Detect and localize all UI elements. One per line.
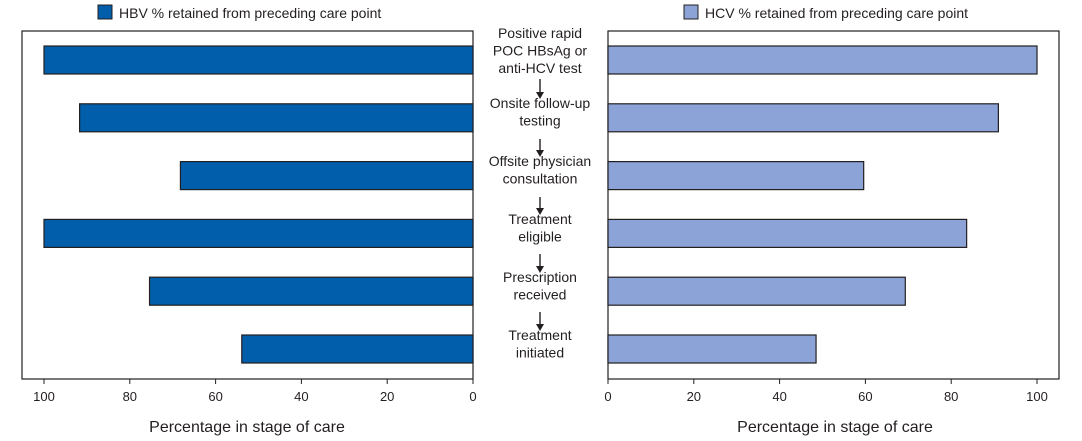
stage-label: Treatment initiated [508,327,571,361]
left-x-axis-tick-label: 80 [123,389,137,404]
hbv-bar [179,161,474,191]
stage-label-line: Offsite physician [489,153,591,169]
right-x-axis-tick-label: 0 [604,389,611,404]
hcv-bar [607,161,865,191]
right-plot-frame [607,30,1060,380]
hbv-bar [148,276,474,306]
hcv-bar [607,334,817,364]
stage-label-line: received [514,287,567,303]
hbv-bar [43,45,474,75]
left-x-axis-tick-label: 60 [208,389,222,404]
stage-label-line: Treatment [508,211,571,227]
stage-label-line: anti-HCV test [498,60,581,76]
down-arrow-icon [536,79,544,99]
right-x-axis-tick-label: 40 [772,389,786,404]
hcv-bar [607,103,999,133]
stage-label-line: consultation [503,171,578,187]
left-x-axis: 100 80 60 40 20 0 [33,379,477,404]
stage-label: Positive rapid POC HBsAg or anti-HCV test [493,25,587,76]
down-arrow-icon [536,312,544,331]
hbv-bar [43,218,474,248]
hcv-bar [607,45,1038,75]
left-x-axis-tick-label: 20 [380,389,394,404]
down-arrow-icon [536,254,544,273]
left-x-axis-tick-label: 40 [294,389,308,404]
stage-label-line: Prescription [503,269,577,285]
right-x-axis-title: Percentage in stage of care [737,419,933,436]
hcv-bars [607,45,1038,364]
stage-label-line: POC HBsAg or [493,43,587,59]
hcv-bar [607,218,968,248]
hcv-bar [607,276,906,306]
right-x-axis-tick-label: 60 [858,389,872,404]
stage-label-line: testing [519,113,560,129]
left-x-axis-tick-label: 0 [469,389,476,404]
stage-label-line: Positive rapid [498,25,582,41]
left-plot-frame [21,30,474,380]
stage-label-line: Treatment [508,327,571,343]
left-x-axis-tick-label: 100 [33,389,55,404]
stage-label: Treatment eligible [508,211,571,245]
right-x-axis: 0 20 40 60 80 100 [604,379,1048,404]
stage-arrows [536,79,544,331]
stage-label-line: eligible [518,229,562,245]
legend-hcv-swatch [683,4,699,20]
stage-label: Prescription received [503,269,577,303]
stage-label-line: initiated [516,345,564,361]
legend-hbv-label: HBV % retained from preceding care point [119,5,381,21]
legend-hbv: HBV % retained from preceding care point [97,4,381,21]
down-arrow-icon [536,139,544,157]
hbv-bar [241,334,474,364]
right-x-axis-tick-label: 80 [944,389,958,404]
right-x-axis-tick-label: 20 [687,389,701,404]
legend-hbv-swatch [97,4,113,20]
stage-label: Onsite follow-up testing [490,95,591,129]
legend-hcv-label: HCV % retained from preceding care point [705,5,968,21]
down-arrow-icon [536,197,544,215]
stage-label: Offsite physician consultation [489,153,591,187]
hbv-bars [43,45,474,364]
hbv-bar [79,103,474,133]
stage-label-line: Onsite follow-up [490,95,591,111]
legend-hcv: HCV % retained from preceding care point [683,4,968,21]
right-x-axis-tick-label: 100 [1026,389,1048,404]
care-stage-labels: Positive rapid POC HBsAg or anti-HCV test O… [489,25,591,361]
left-x-axis-title: Percentage in stage of care [149,419,345,436]
